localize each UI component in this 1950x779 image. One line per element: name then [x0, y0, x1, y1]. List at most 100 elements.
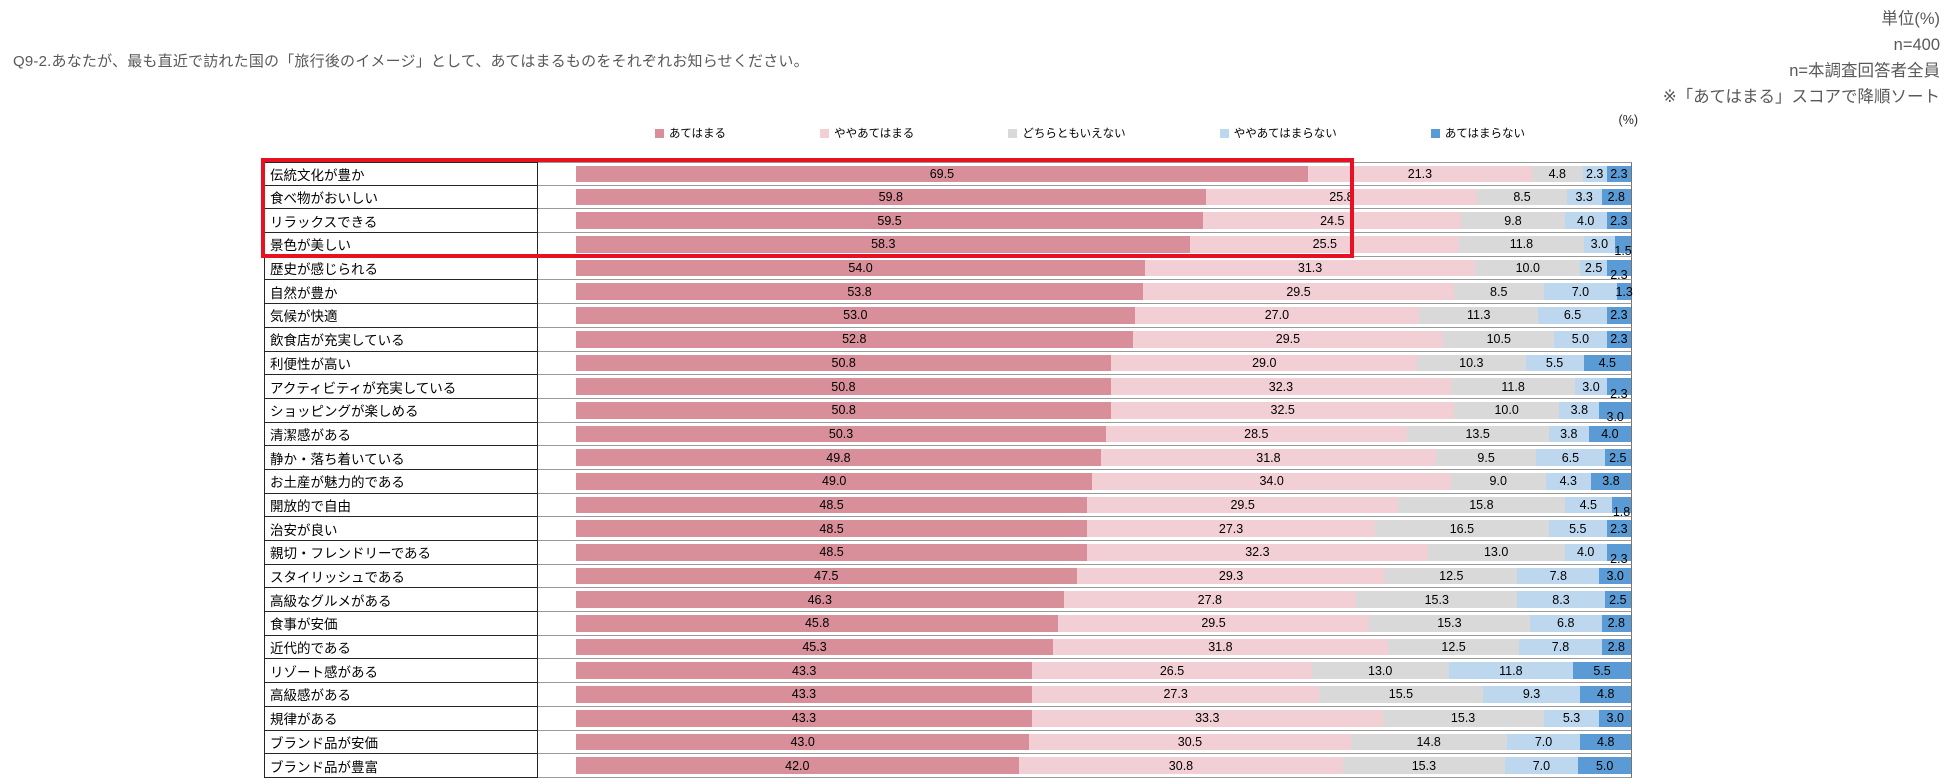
bar-value: 43.3: [791, 711, 817, 726]
row-label: ブランド品が豊富: [264, 754, 538, 778]
bar-value: 15.3: [1437, 616, 1462, 631]
bar-cell: 45.3 31.8 12.5 7.8 2.8: [538, 635, 1632, 660]
bar-segment: 59.5: [576, 212, 1204, 230]
bar-track: 54.0 31.3 10.0 2.5 2.3: [576, 259, 1632, 282]
bar-segment: 5.5: [1548, 520, 1607, 537]
row-label: アクティビティが充実している: [264, 375, 538, 399]
bar-value: 15.5: [1388, 687, 1414, 702]
chart-row: アクティビティが充実している 50.8 32.3 11.8 3.0 2.3: [264, 375, 1632, 401]
bar-value: 4.0: [1576, 545, 1595, 560]
bar-value: 2.3: [1610, 308, 1628, 323]
row-label: 開放的で自由: [264, 493, 538, 518]
legend-color-swatch-icon: [820, 128, 830, 138]
bar-segment: 7.0: [1506, 733, 1581, 751]
bar-segment: 2.3: [1606, 330, 1632, 348]
bar-cell: 50.8 32.5 10.0 3.8 3.0: [538, 398, 1632, 424]
bar-segment: 27.8: [1063, 591, 1357, 609]
bar-segment: 53.0: [576, 307, 1135, 324]
bar-segment: 32.5: [1111, 401, 1454, 419]
row-label: 静か・落ち着いている: [264, 446, 538, 470]
bar-segment: 1.3: [1615, 283, 1633, 301]
bar-segment: 10.3: [1417, 354, 1526, 372]
bar-value: 7.0: [1534, 734, 1553, 749]
bar-segment: 7.8: [1517, 567, 1600, 585]
bar-segment: 30.8: [1018, 757, 1344, 774]
bar-segment: 50.8: [576, 401, 1112, 419]
bar-value: 4.8: [1597, 734, 1615, 749]
bar-segment: 2.3: [1582, 166, 1607, 182]
bar-value: 10.3: [1459, 355, 1484, 370]
chart-row: ブランド品が豊富 42.0 30.8 15.3 7.0 5.0: [264, 754, 1632, 778]
bar-track: 53.8 29.5 8.5 7.0 1.3: [576, 283, 1633, 301]
bar-value: 15.3: [1411, 758, 1437, 773]
bar-segment: 2.3: [1606, 520, 1631, 537]
bar-segment: 7.0: [1543, 283, 1618, 301]
bar-value: 29.3: [1218, 569, 1244, 584]
bar-segment: 31.8: [1100, 449, 1437, 466]
bar-segment: 53.8: [576, 283, 1144, 301]
bar-value: 7.8: [1551, 640, 1570, 655]
bar-value: 50.8: [831, 355, 856, 370]
legend-item: あてはまる: [655, 125, 726, 141]
bar-value: 2.3: [1610, 552, 1628, 567]
bar-value: 10.0: [1494, 403, 1519, 418]
bar-value: 50.8: [831, 379, 856, 394]
row-label: 飲食店が充実している: [264, 327, 538, 352]
bar-value: 31.3: [1297, 261, 1323, 276]
bar-value: 45.3: [802, 640, 827, 655]
bar-cell: 48.5 29.5 15.8 4.5 1.8: [538, 493, 1632, 519]
unit-label: 単位(%): [1881, 10, 1940, 28]
bar-segment: 29.5: [1058, 615, 1369, 632]
bar-segment: 10.0: [1475, 259, 1581, 277]
bar-value: 26.5: [1159, 663, 1185, 678]
bar-value: 27.0: [1264, 308, 1290, 323]
bar-value: 54.0: [848, 261, 873, 276]
bar-segment: 4.8: [1532, 166, 1583, 182]
bar-segment: 6.5: [1536, 449, 1605, 466]
bar-segment: 2.5: [1604, 591, 1632, 609]
bar-value: 5.0: [1571, 332, 1590, 347]
bar-track: 47.5 29.3 12.5 7.8 3.0: [576, 567, 1632, 585]
bar-value: 25.8: [1329, 190, 1354, 205]
bar-value: 69.5: [929, 166, 955, 181]
bar-segment: 2.3: [1606, 166, 1631, 182]
bar-segment: 43.3: [576, 662, 1033, 680]
bar-value: 2.8: [1607, 616, 1625, 631]
chart-row: 静か・落ち着いている 49.8 31.8 9.5 6.5 2.5: [264, 446, 1632, 470]
bar-cell: 49.0 34.0 9.0 4.3 3.8: [538, 469, 1632, 494]
bar-value: 47.5: [814, 569, 839, 584]
bar-segment: 15.8: [1398, 496, 1565, 514]
bar-segment: 11.8: [1450, 378, 1576, 395]
chart-row: スタイリッシュである 47.5 29.3 12.5 7.8 3.0: [264, 564, 1632, 589]
bar-segment: 2.3: [1606, 307, 1632, 324]
bar-value: 2.8: [1607, 190, 1625, 205]
legend-color-swatch-icon: [1430, 128, 1440, 138]
row-label: 歴史が感じられる: [264, 256, 538, 281]
bar-segment: 31.8: [1052, 638, 1388, 656]
bar-track: 58.3 25.5 11.8 3.0 1.5: [576, 236, 1632, 258]
bar-segment: 29.5: [1087, 496, 1399, 514]
bar-value: 2.5: [1609, 592, 1627, 607]
row-label: 規律がある: [264, 706, 538, 731]
bar-segment: 5.3: [1543, 709, 1600, 727]
bar-value: 42.0: [785, 758, 810, 773]
bar-segment: 27.3: [1087, 520, 1375, 537]
bar-segment: 13.5: [1406, 425, 1549, 443]
bar-value: 2.3: [1610, 386, 1628, 401]
bar-segment: 29.5: [1132, 330, 1444, 348]
bar-segment: 43.3: [576, 686, 1032, 703]
bar-segment: 6.5: [1538, 307, 1607, 324]
bar-value: 2.3: [1610, 268, 1628, 283]
bar-value: 2.3: [1610, 521, 1628, 536]
bar-value: 43.0: [790, 734, 815, 749]
bar-track: 53.0 27.0 11.3 6.5 2.3: [576, 307, 1632, 324]
chart-row: 開放的で自由 48.5 29.5 15.8 4.5 1.8: [264, 493, 1632, 519]
bar-segment: 9.3: [1482, 686, 1581, 703]
row-label: 伝統文化が豊か: [264, 162, 538, 186]
row-label: 高級感がある: [264, 683, 538, 707]
bar-value: 15.3: [1424, 592, 1449, 607]
bar-cell: 48.5 27.3 16.5 5.5 2.3: [538, 517, 1632, 541]
bar-value: 15.8: [1469, 497, 1494, 512]
bar-segment: 58.3: [576, 236, 1191, 253]
bar-cell: 52.8 29.5 10.5 5.0 2.3: [538, 327, 1632, 352]
